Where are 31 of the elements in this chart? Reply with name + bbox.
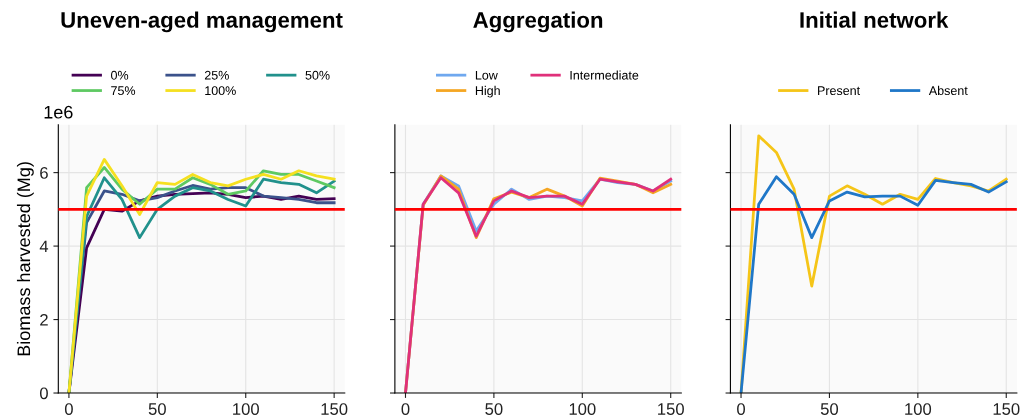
legend-label: Absent bbox=[928, 85, 968, 96]
y-tick-label: 0 bbox=[39, 387, 48, 400]
legend-label: 100% bbox=[205, 86, 236, 96]
x-tick-label: 150 bbox=[321, 403, 348, 415]
y-tick-label: 2 bbox=[40, 313, 48, 326]
legend-label: 0% bbox=[111, 70, 129, 80]
chart-title: Aggregation bbox=[473, 11, 603, 33]
legend-label: 50% bbox=[305, 70, 330, 80]
y-tick-label: 6 bbox=[40, 167, 48, 179]
legend-label: Low bbox=[475, 70, 498, 80]
text: 1e6 bbox=[44, 105, 73, 119]
x-tick-label: 150 bbox=[993, 403, 1020, 415]
x-tick-label: 0 bbox=[737, 403, 746, 415]
x-tick-label: 50 bbox=[148, 403, 166, 415]
legend-label: Intermediate bbox=[570, 70, 639, 80]
legend-label: 75% bbox=[111, 86, 136, 96]
x-tick-label: 50 bbox=[485, 403, 503, 415]
legend-label: High bbox=[475, 85, 500, 98]
legend-label: 25% bbox=[204, 70, 229, 80]
y-axis-title: Biomass harvested (Mg) bbox=[16, 162, 34, 356]
x-tick-label: 100 bbox=[233, 403, 259, 415]
x-tick-label: 100 bbox=[905, 403, 932, 415]
x-tick-label: 0 bbox=[401, 403, 410, 415]
legend-label: Present bbox=[818, 86, 861, 96]
x-tick-label: 100 bbox=[569, 403, 596, 415]
chart-title: Initial network bbox=[800, 11, 949, 28]
x-tick-label: 50 bbox=[820, 403, 839, 415]
y-tick-label: 4 bbox=[39, 240, 49, 253]
x-tick-label: 0 bbox=[64, 403, 73, 415]
x-tick-label: 150 bbox=[658, 403, 684, 415]
chart-title: Uneven-aged management bbox=[61, 11, 343, 33]
